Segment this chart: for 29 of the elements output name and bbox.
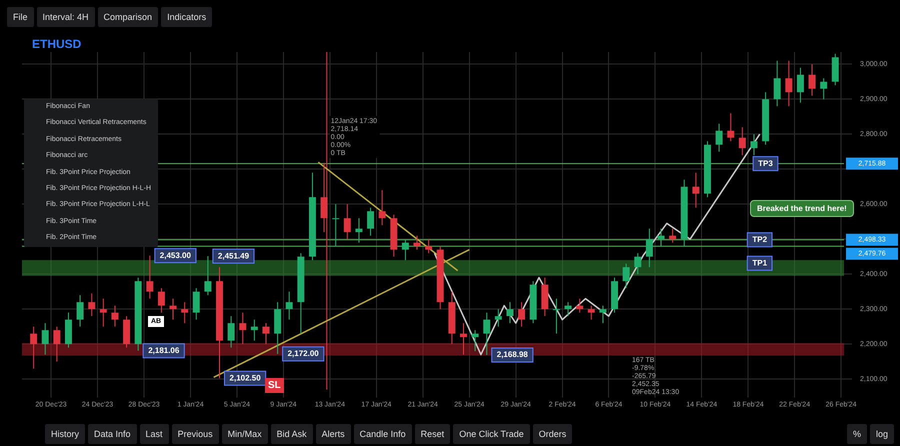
annotation: 2,172.00 xyxy=(288,349,320,358)
annotation: TP1 xyxy=(752,258,768,268)
text: File xyxy=(7,7,34,27)
text: Orders xyxy=(532,424,572,444)
text: History xyxy=(45,424,86,444)
text: Indicators xyxy=(161,7,212,27)
annotation: TP2 xyxy=(752,234,768,244)
text: Bid Ask xyxy=(270,424,313,444)
annotation: 2,181.06 xyxy=(148,346,180,355)
text: log xyxy=(870,424,894,444)
annotation: Breaked the trend here! xyxy=(750,200,854,217)
text: Candle Info xyxy=(354,424,412,444)
chart-title: ETHUSD xyxy=(32,37,82,51)
text: Data Info xyxy=(88,424,137,444)
annotation: 2,451.49 xyxy=(218,251,250,260)
text: Min/Max xyxy=(222,424,268,444)
annotation: 2,453.00 xyxy=(160,250,192,260)
text: % xyxy=(846,424,867,444)
annotation: SL xyxy=(265,378,284,393)
annotation: 2,102.50 xyxy=(230,373,262,382)
text: Last xyxy=(140,424,169,444)
text: Alerts xyxy=(316,424,351,444)
text: Previous xyxy=(172,424,219,444)
annotation: TP3 xyxy=(758,158,774,168)
text: Comparison xyxy=(98,7,158,27)
text: One Click Trade xyxy=(453,424,530,444)
text: Interval: 4H xyxy=(36,7,95,27)
annotation: 2,168.98 xyxy=(496,350,528,360)
text: Reset xyxy=(414,424,450,444)
